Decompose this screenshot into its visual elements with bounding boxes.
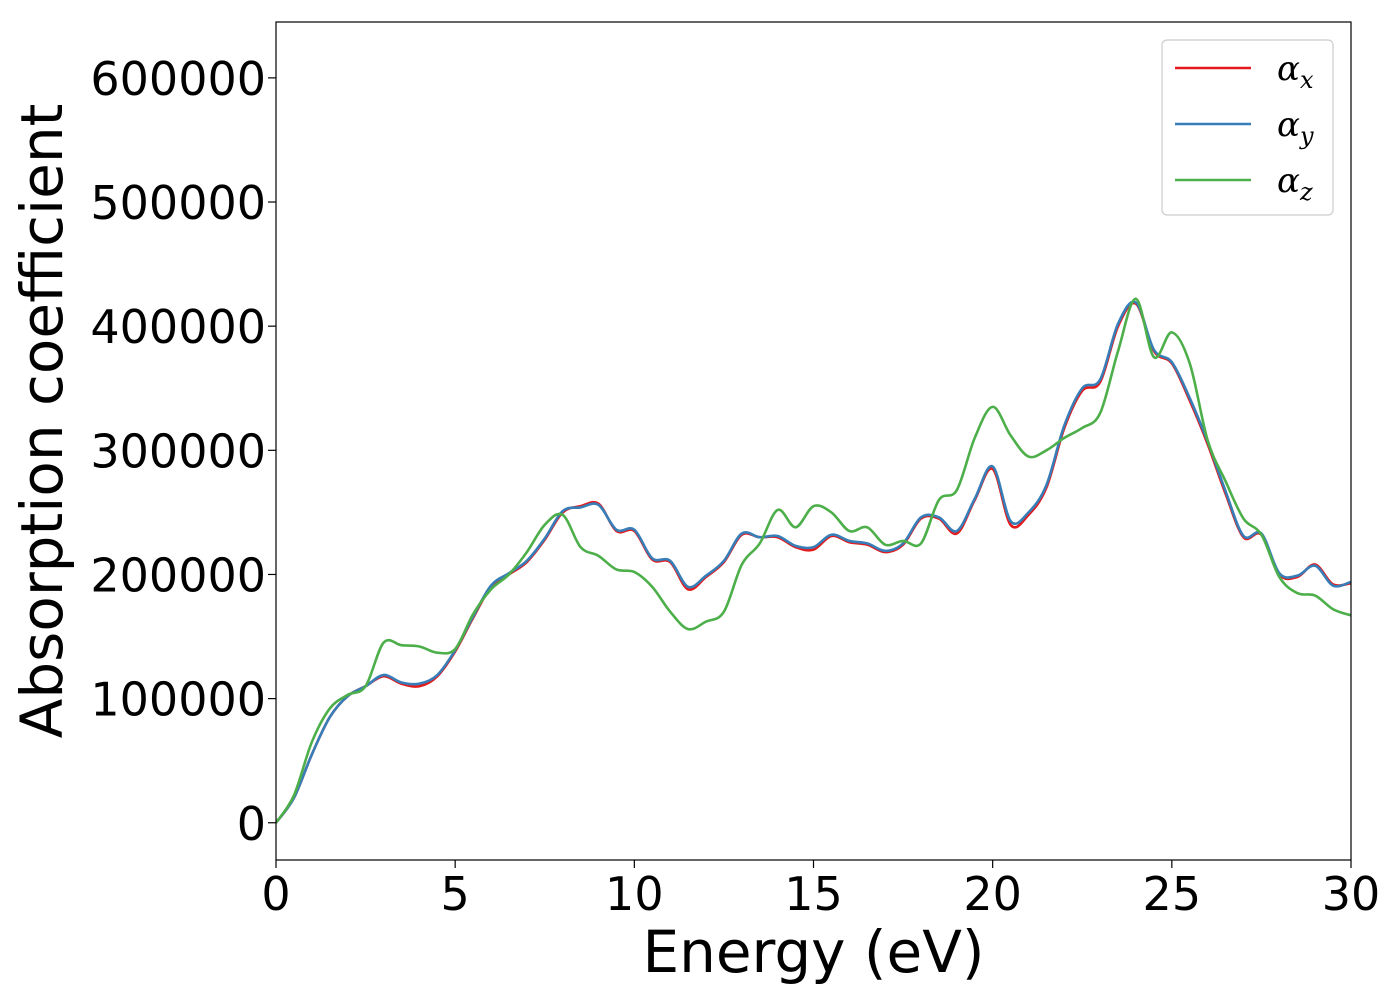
y-tick-label: 100000 (90, 673, 266, 727)
y-tick-label: 200000 (90, 548, 266, 602)
x-tick-label: 30 (1322, 867, 1381, 921)
x-tick-label: 15 (784, 867, 843, 921)
legend: αx αy αz (1161, 39, 1334, 216)
x-axis: 0 5 10 15 20 25 30 (261, 860, 1380, 921)
y-tick-label: 0 (237, 797, 266, 851)
legend-label-alpha-x: αx (1277, 49, 1314, 94)
y-axis-label: Absorption coefficient (8, 104, 76, 739)
y-tick-label: 600000 (90, 52, 266, 106)
x-tick-label: 25 (1143, 867, 1202, 921)
series-line-alpha-x (276, 301, 1351, 824)
legend-label-alpha-z: αz (1277, 161, 1313, 206)
x-tick-label: 0 (261, 867, 290, 921)
x-axis-label: Energy (eV) (642, 918, 984, 986)
series-line-alpha-z (276, 297, 1351, 824)
y-tick-label: 300000 (90, 424, 266, 478)
x-tick-label: 10 (605, 867, 664, 921)
legend-box (1161, 39, 1334, 216)
plot-lines (276, 297, 1351, 824)
y-tick-label: 400000 (90, 300, 266, 354)
x-tick-label: 20 (963, 867, 1022, 921)
y-tick-label: 500000 (90, 176, 266, 230)
series-line-alpha-y (276, 300, 1351, 824)
legend-label-alpha-y: αy (1277, 105, 1314, 150)
x-tick-label: 5 (441, 867, 470, 921)
y-axis: 0 100000 200000 300000 400000 500000 600000 (90, 52, 276, 851)
